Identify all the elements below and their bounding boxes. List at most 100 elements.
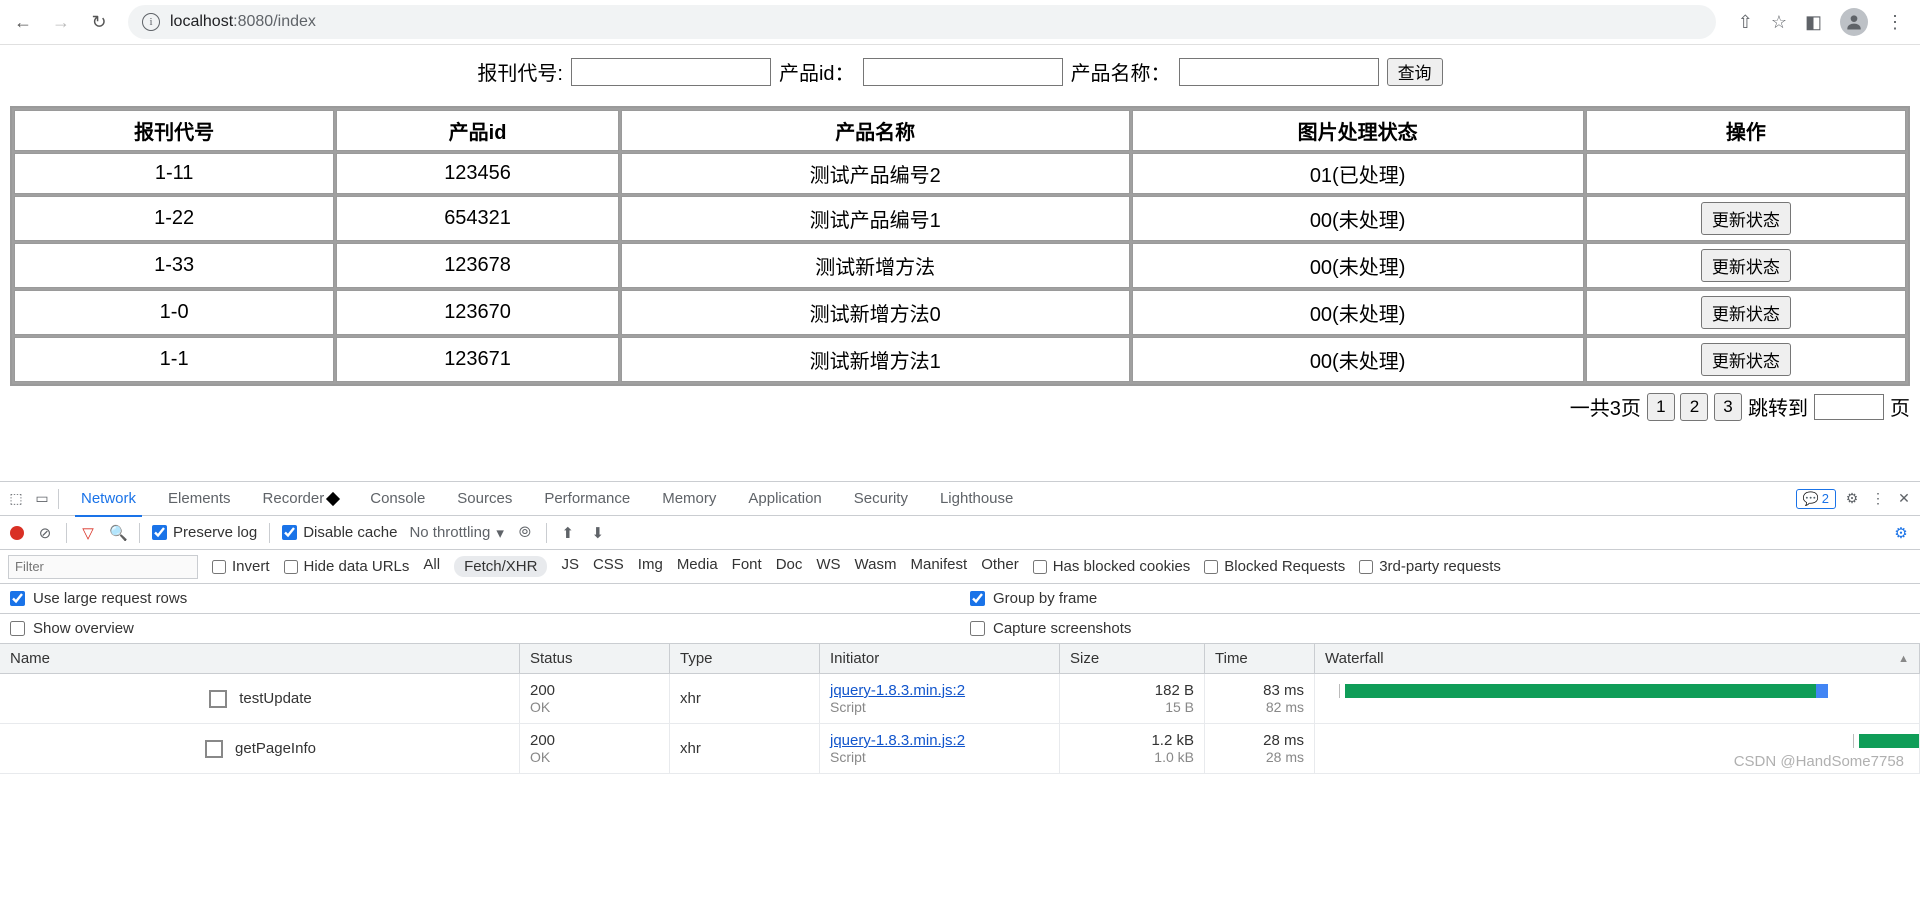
row-checkbox[interactable] (209, 690, 227, 708)
download-icon[interactable]: ⬇ (589, 524, 607, 542)
filter-type[interactable]: WS (816, 556, 840, 577)
devtools-tab[interactable]: Application (732, 482, 837, 516)
bookmark-icon[interactable]: ☆ (1771, 12, 1787, 33)
table-row: 1-11123456测试产品编号201(已处理) (14, 153, 1906, 194)
filter-type[interactable]: CSS (593, 556, 624, 577)
filter-type[interactable]: Other (981, 556, 1019, 577)
preserve-log-check[interactable]: Preserve log (152, 524, 257, 541)
wifi-icon[interactable]: ⦾ (516, 524, 534, 541)
devtools-tab[interactable]: Network (65, 482, 152, 516)
url-bar[interactable]: i localhost:8080/index (128, 5, 1716, 39)
filter-type[interactable]: Media (677, 556, 718, 577)
group-frame-check[interactable] (970, 591, 985, 606)
blocked-cookies-check[interactable]: Has blocked cookies (1033, 558, 1191, 575)
filter-type[interactable]: Wasm (855, 556, 897, 577)
initiator-link[interactable]: jquery-1.8.3.min.js:2 (830, 682, 1049, 699)
info-icon: i (142, 13, 160, 31)
input-pid[interactable] (863, 58, 1063, 86)
invert-check[interactable]: Invert (212, 558, 270, 575)
blocked-req-check[interactable]: Blocked Requests (1204, 558, 1345, 575)
devtools-panel: ⬚ ▭ NetworkElementsRecorder ConsoleSourc… (0, 481, 1920, 904)
filter-icon[interactable]: ▽ (79, 524, 97, 542)
filter-type[interactable]: JS (561, 556, 579, 577)
update-status-button[interactable]: 更新状态 (1701, 296, 1791, 329)
disable-cache-check[interactable]: Disable cache (282, 524, 397, 541)
watermark: CSDN @HandSome7758 (1734, 753, 1904, 770)
label-pname: 产品名称： (1071, 57, 1171, 86)
third-party-check[interactable]: 3rd-party requests (1359, 558, 1501, 575)
filter-type[interactable]: Img (638, 556, 663, 577)
back-button[interactable]: ← (6, 5, 40, 39)
devtools-tab[interactable]: Sources (441, 482, 528, 516)
reload-button[interactable]: ↻ (82, 5, 116, 39)
table-header: 操作 (1586, 110, 1906, 151)
search-button[interactable]: 查询 (1387, 58, 1443, 86)
filter-type[interactable]: Fetch/XHR (454, 556, 547, 577)
network-toolbar: ⊘ ▽ 🔍 Preserve log Disable cache No thro… (0, 516, 1920, 550)
table-header: 产品id (336, 110, 619, 151)
filter-type[interactable]: All (423, 556, 440, 577)
pager-jump-pre: 跳转到 (1748, 392, 1808, 421)
overview-check[interactable] (10, 621, 25, 636)
capture-check[interactable] (970, 621, 985, 636)
net-header[interactable]: Type (670, 644, 820, 673)
browser-toolbar: ← → ↻ i localhost:8080/index ⇧ ☆ ◧ ⋮ (0, 0, 1920, 45)
devtools-tab[interactable]: Console (354, 482, 441, 516)
table-header: 报刊代号 (14, 110, 334, 151)
hide-urls-check[interactable]: Hide data URLs (284, 558, 410, 575)
page-button[interactable]: 1 (1647, 393, 1675, 421)
pagination: 一共3页 1 2 3 跳转到 页 (0, 386, 1920, 421)
upload-icon[interactable]: ⬆ (559, 524, 577, 542)
forward-button[interactable]: → (44, 5, 78, 39)
net-header[interactable]: Initiator (820, 644, 1060, 673)
update-status-button[interactable]: 更新状态 (1701, 202, 1791, 235)
initiator-link[interactable]: jquery-1.8.3.min.js:2 (830, 732, 1049, 749)
throttle-select[interactable]: No throttling ▾ (409, 524, 503, 542)
devtools-tab[interactable]: Elements (152, 482, 247, 516)
filter-type[interactable]: Font (732, 556, 762, 577)
page-button[interactable]: 2 (1680, 393, 1708, 421)
devtools-tab[interactable]: Security (838, 482, 924, 516)
settings-gear-icon[interactable]: ⚙ (1892, 524, 1910, 542)
update-status-button[interactable]: 更新状态 (1701, 249, 1791, 282)
more-icon[interactable]: ⋮ (1868, 490, 1888, 507)
network-row[interactable]: getPageInfo200OKxhrjquery-1.8.3.min.js:2… (0, 724, 1920, 774)
page-button[interactable]: 3 (1714, 393, 1742, 421)
page-content: 报刊代号: 产品id： 产品名称： 查询 报刊代号产品id产品名称图片处理状态操… (0, 45, 1920, 421)
clear-icon[interactable]: ⊘ (36, 524, 54, 542)
filter-input[interactable] (8, 555, 198, 579)
settings-icon[interactable]: ⚙ (1842, 490, 1862, 507)
update-status-button[interactable]: 更新状态 (1701, 343, 1791, 376)
table-header: 产品名称 (621, 110, 1130, 151)
close-devtools-icon[interactable]: ✕ (1894, 490, 1914, 507)
profile-avatar[interactable] (1840, 8, 1868, 36)
table-row: 1-22654321测试产品编号100(未处理)更新状态 (14, 196, 1906, 241)
net-header[interactable]: Name (0, 644, 520, 673)
input-code[interactable] (571, 58, 771, 86)
panel-icon[interactable]: ◧ (1805, 12, 1822, 33)
device-icon[interactable]: ▭ (32, 490, 52, 507)
devtools-tab[interactable]: Performance (528, 482, 646, 516)
filter-type[interactable]: Manifest (911, 556, 968, 577)
net-header[interactable]: Waterfall ▲ (1315, 644, 1920, 673)
devtools-tab[interactable]: Memory (646, 482, 732, 516)
net-header[interactable]: Status (520, 644, 670, 673)
pager-jump-input[interactable] (1814, 394, 1884, 420)
row-checkbox[interactable] (205, 740, 223, 758)
record-button[interactable] (10, 526, 24, 540)
network-row[interactable]: testUpdate200OKxhrjquery-1.8.3.min.js:2S… (0, 674, 1920, 724)
input-pname[interactable] (1179, 58, 1379, 86)
devtools-tab[interactable]: Lighthouse (924, 482, 1029, 516)
filter-type[interactable]: Doc (776, 556, 803, 577)
net-header[interactable]: Size (1060, 644, 1205, 673)
large-rows-check[interactable] (10, 591, 25, 606)
share-icon[interactable]: ⇧ (1738, 12, 1753, 33)
menu-icon[interactable]: ⋮ (1886, 12, 1904, 33)
messages-badge[interactable]: 💬 2 (1796, 489, 1836, 509)
search-icon[interactable]: 🔍 (109, 524, 127, 542)
table-row: 1-33123678测试新增方法00(未处理)更新状态 (14, 243, 1906, 288)
devtools-tabs: ⬚ ▭ NetworkElementsRecorder ConsoleSourc… (0, 482, 1920, 516)
inspect-icon[interactable]: ⬚ (6, 490, 26, 507)
net-header[interactable]: Time (1205, 644, 1315, 673)
devtools-tab[interactable]: Recorder (247, 482, 355, 516)
